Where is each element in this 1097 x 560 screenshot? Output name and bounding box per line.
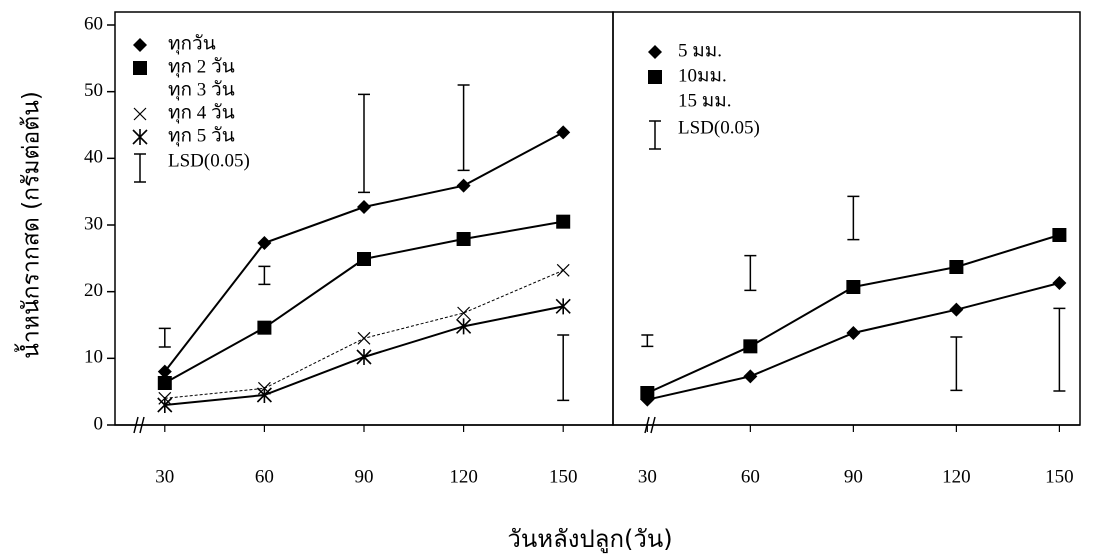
data-point xyxy=(743,339,757,353)
x-tick-label: 120 xyxy=(942,466,971,487)
data-point xyxy=(556,125,570,139)
x-tick-label: 90 xyxy=(844,466,863,487)
y-tick-label: 40 xyxy=(84,147,103,168)
x-tick-label: 30 xyxy=(155,466,174,487)
y-tick-label: 60 xyxy=(84,13,103,34)
legend-label: 10มม. xyxy=(678,65,727,86)
lsd-bar xyxy=(744,256,756,291)
data-point xyxy=(357,349,371,365)
legend-symbol xyxy=(134,154,146,182)
data-point xyxy=(257,321,271,335)
legend-label: 5 มม. xyxy=(678,40,722,61)
legend-symbol xyxy=(648,70,662,84)
series-line xyxy=(647,283,1059,400)
data-point xyxy=(357,200,371,214)
x-tick-label: 120 xyxy=(449,466,478,487)
y-tick-label: 50 xyxy=(84,80,103,101)
data-point xyxy=(457,179,471,193)
data-point xyxy=(640,386,654,400)
y-tick-label: 20 xyxy=(84,280,103,301)
data-point xyxy=(846,326,860,340)
legend-label: ทุก 2 วัน xyxy=(168,56,235,78)
x-tick-label: 150 xyxy=(549,466,578,487)
lsd-bar xyxy=(557,335,569,400)
lsd-bar xyxy=(1053,308,1065,391)
x-axis-label: วันหลังปลูก(วัน) xyxy=(507,525,672,554)
legend-label: LSD(0.05) xyxy=(168,150,250,171)
data-point xyxy=(158,376,172,390)
legend-symbol xyxy=(133,38,147,52)
data-point xyxy=(557,264,569,276)
data-point xyxy=(458,307,470,319)
legend-label: ทุก 5 วัน xyxy=(168,125,235,147)
data-point xyxy=(743,369,757,383)
legend-symbol xyxy=(648,45,662,59)
legend-symbol xyxy=(133,129,147,145)
series-line xyxy=(165,270,563,398)
lsd-bar xyxy=(641,335,653,346)
legend-symbol xyxy=(134,108,146,120)
data-point xyxy=(457,232,471,246)
x-tick-label: 30 xyxy=(638,466,657,487)
x-tick-label: 90 xyxy=(355,466,374,487)
lsd-bar xyxy=(950,337,962,390)
data-point xyxy=(1052,228,1066,242)
legend-label: LSD(0.05) xyxy=(678,117,760,138)
data-point xyxy=(846,280,860,294)
series-line xyxy=(647,235,1059,393)
legend-label: ทุก 4 วัน xyxy=(168,102,235,124)
data-point xyxy=(949,260,963,274)
legend-label: ทุก 3 วัน xyxy=(168,79,235,101)
y-tick-label: 10 xyxy=(84,347,103,368)
data-point xyxy=(1052,276,1066,290)
y-tick-label: 30 xyxy=(84,213,103,234)
x-tick-label: 60 xyxy=(255,466,274,487)
chart: น้ำหนักรากสด (กรัมต่อต้น) วันหลังปลูก(วั… xyxy=(0,0,1097,560)
data-point xyxy=(556,215,570,229)
legend-symbol xyxy=(133,61,147,75)
y-tick-label: 0 xyxy=(94,413,104,434)
legend-symbol xyxy=(649,121,661,149)
data-point xyxy=(357,252,371,266)
lsd-bar xyxy=(358,94,370,192)
lsd-bar xyxy=(159,328,171,347)
lsd-bar xyxy=(458,85,470,170)
legend-label: ทุกวัน xyxy=(168,33,216,55)
lsd-bar xyxy=(847,196,859,239)
lsd-bar xyxy=(258,266,270,284)
data-point xyxy=(949,303,963,317)
data-point xyxy=(358,332,370,344)
x-tick-label: 150 xyxy=(1045,466,1074,487)
x-tick-label: 60 xyxy=(741,466,760,487)
legend-label: 15 มม. xyxy=(678,90,732,111)
y-axis-label: น้ำหนักรากสด (กรัมต่อต้น) xyxy=(15,91,45,359)
